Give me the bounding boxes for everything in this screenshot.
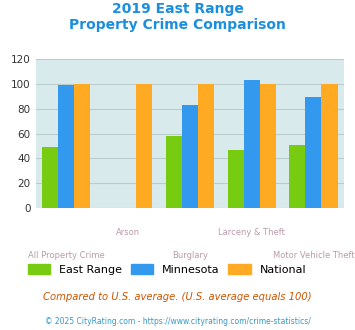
Bar — [75, 84, 91, 208]
Text: © 2025 CityRating.com - https://www.cityrating.com/crime-statistics/: © 2025 CityRating.com - https://www.city… — [45, 317, 310, 326]
Bar — [166, 136, 182, 208]
Text: Compared to U.S. average. (U.S. average equals 100): Compared to U.S. average. (U.S. average … — [43, 292, 312, 302]
Text: Arson: Arson — [116, 228, 140, 237]
Bar — [198, 84, 214, 208]
Bar — [58, 85, 75, 208]
Text: Larceny & Theft: Larceny & Theft — [218, 228, 285, 237]
Text: Burglary: Burglary — [172, 251, 208, 260]
Bar — [228, 150, 244, 208]
Bar — [305, 96, 322, 208]
Bar — [289, 145, 305, 208]
Text: 2019 East Range: 2019 East Range — [111, 2, 244, 16]
Bar — [260, 84, 276, 208]
Bar — [136, 84, 152, 208]
Text: Property Crime Comparison: Property Crime Comparison — [69, 18, 286, 32]
Bar — [182, 105, 198, 208]
Bar — [322, 84, 338, 208]
Text: Motor Vehicle Theft: Motor Vehicle Theft — [273, 251, 354, 260]
Bar — [244, 81, 260, 208]
Bar — [42, 147, 58, 208]
Legend: East Range, Minnesota, National: East Range, Minnesota, National — [23, 260, 311, 279]
Text: All Property Crime: All Property Crime — [28, 251, 105, 260]
